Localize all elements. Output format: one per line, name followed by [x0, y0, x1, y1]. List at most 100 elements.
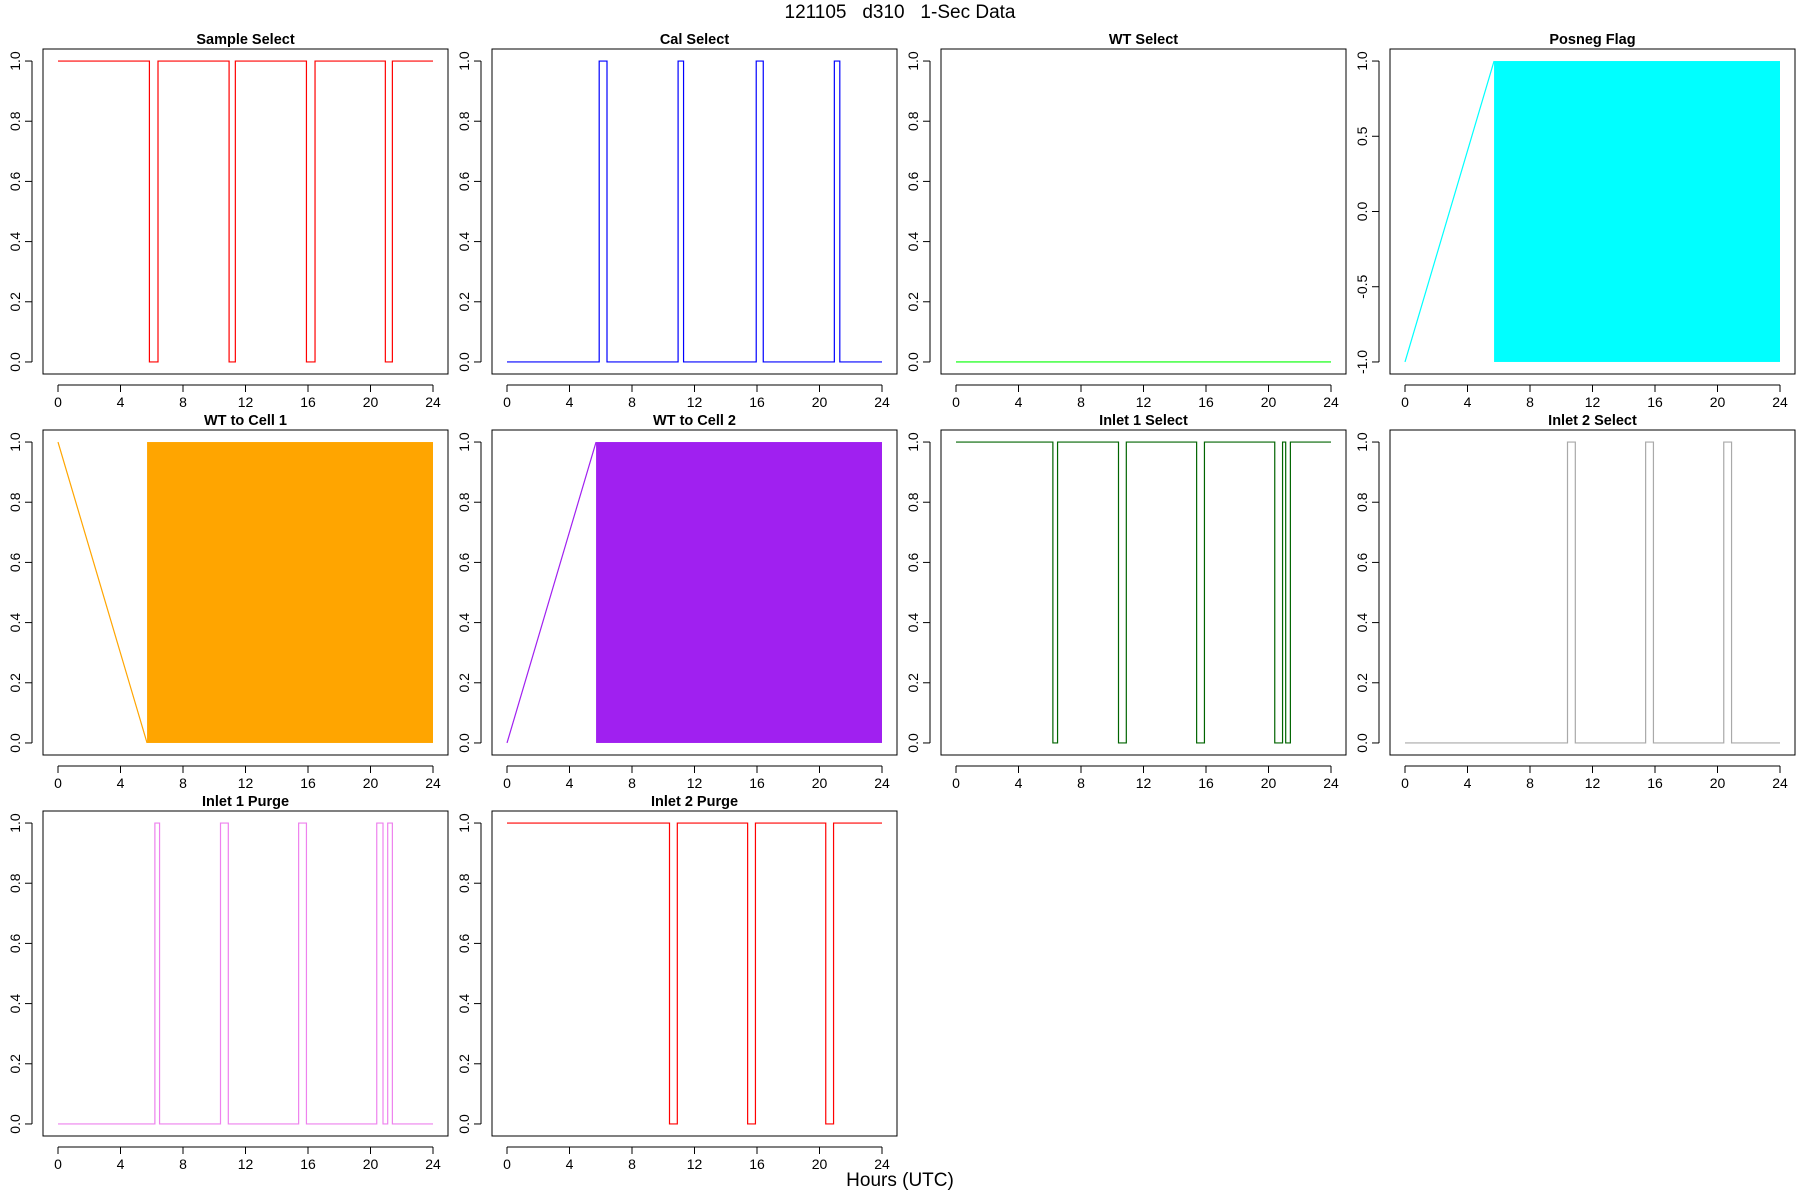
x-tick-label: 24	[874, 394, 890, 410]
panel-title: Inlet 2 Purge	[651, 794, 738, 810]
x-tick-label: 16	[300, 394, 316, 410]
y-tick-label: 1.0	[456, 51, 472, 71]
y-tick-label: 0.6	[456, 171, 472, 191]
panel-title: WT to Cell 1	[204, 413, 287, 429]
panel-4: Posneg Flag 0 4 8 12 16 20 24 -1.0 -0.5 0.0 0.5 1.0	[1354, 32, 1796, 410]
x-tick-label: 0	[1401, 775, 1409, 791]
x-tick-label: 0	[952, 775, 960, 791]
y-tick-label: 0.2	[7, 673, 23, 693]
y-tick-label: 0.4	[1354, 613, 1370, 633]
x-tick-label: 20	[1710, 394, 1726, 410]
x-tick-label: 20	[1710, 775, 1726, 791]
y-tick-label: 1.0	[456, 432, 472, 452]
y-axis: 0.0 0.2 0.4 0.6 0.8 1.0	[456, 432, 482, 753]
y-tick-label: 0.0	[456, 1114, 472, 1134]
x-tick-label: 12	[1136, 775, 1152, 791]
plot-frame	[1389, 48, 1796, 375]
x-tick-label: 24	[874, 1156, 890, 1172]
series-line	[506, 441, 597, 744]
y-tick-label: 0.6	[7, 933, 23, 953]
series-line	[58, 60, 433, 363]
y-tick-label: 0.8	[456, 492, 472, 512]
y-tick-label: 0.6	[7, 171, 23, 191]
y-tick-label: 0.2	[456, 1054, 472, 1074]
x-tick-label: 4	[1015, 394, 1023, 410]
series-line	[507, 60, 882, 363]
x-axis: 0 4 8 12 16 20 24	[1401, 765, 1788, 791]
x-tick-label: 16	[300, 1156, 316, 1172]
y-tick-label: 0.4	[456, 613, 472, 633]
y-tick-label: 0.8	[7, 492, 23, 512]
x-tick-label: 8	[1077, 394, 1085, 410]
y-tick-label: 0.6	[1354, 552, 1370, 572]
x-tick-label: 8	[1526, 775, 1534, 791]
y-tick-label: 0.0	[7, 733, 23, 753]
y-tick-label: 0.0	[905, 733, 921, 753]
panel-3: WT Select 0 4 8 12 16 20 24 0.0 0.2 0.4 0.6 0.8 1.0	[905, 32, 1347, 410]
filled-band	[1494, 61, 1780, 362]
panel-title: WT to Cell 2	[653, 413, 736, 429]
x-tick-label: 20	[812, 1156, 828, 1172]
x-tick-label: 16	[749, 775, 765, 791]
y-tick-label: 0.0	[456, 733, 472, 753]
plot-frame	[42, 810, 449, 1137]
y-tick-label: 0.0	[456, 352, 472, 372]
series-line	[58, 822, 433, 1125]
y-tick-label: 0.8	[905, 111, 921, 131]
x-tick-label: 20	[812, 775, 828, 791]
y-tick-label: 0.8	[456, 111, 472, 131]
x-tick-label: 16	[749, 1156, 765, 1172]
panel-10: Inlet 2 Purge 0 4 8 12 16 20 24 0.0 0.2 0.4 0.6 0.8 1…	[456, 794, 898, 1172]
y-tick-label: 0.4	[905, 613, 921, 633]
y-tick-label: 0.0	[7, 352, 23, 372]
x-tick-label: 16	[1198, 775, 1214, 791]
panel-5: WT to Cell 1 0 4 8 12 16 20 24 0.0 0.2 0.4 0.6 0.8 1.…	[7, 413, 449, 791]
x-tick-label: 24	[1772, 394, 1788, 410]
x-tick-label: 20	[1261, 775, 1277, 791]
y-tick-label: 1.0	[1354, 51, 1370, 71]
panel-2: Cal Select 0 4 8 12 16 20 24 0.0 0.2 0.4 0.6 0.8 1.0	[456, 32, 898, 410]
plot-frame	[940, 429, 1347, 756]
x-tick-label: 8	[628, 394, 636, 410]
series-line	[57, 441, 148, 744]
x-tick-label: 16	[749, 394, 765, 410]
figure-title: 121105 d310 1-Sec Data	[784, 2, 1016, 23]
x-axis: 0 4 8 12 16 20 24	[54, 384, 441, 410]
x-tick-label: 24	[1323, 394, 1339, 410]
x-tick-label: 24	[425, 775, 441, 791]
x-tick-label: 12	[238, 1156, 254, 1172]
x-axis: 0 4 8 12 16 20 24	[503, 1146, 890, 1172]
x-tick-label: 12	[238, 394, 254, 410]
y-tick-label: 1.0	[7, 432, 23, 452]
x-tick-label: 16	[300, 775, 316, 791]
y-tick-label: 0.6	[905, 171, 921, 191]
x-tick-label: 24	[874, 775, 890, 791]
x-tick-label: 20	[363, 394, 379, 410]
x-tick-label: 4	[117, 394, 125, 410]
x-tick-label: 8	[179, 394, 187, 410]
x-tick-label: 12	[1585, 775, 1601, 791]
x-tick-label: 8	[1077, 775, 1085, 791]
x-tick-label: 0	[54, 394, 62, 410]
panel-title: Inlet 1 Purge	[202, 794, 289, 810]
x-tick-label: 8	[1526, 394, 1534, 410]
x-tick-label: 4	[117, 1156, 125, 1172]
y-tick-label: 0.4	[905, 232, 921, 252]
filled-band	[147, 442, 433, 743]
y-tick-label: 0.2	[905, 292, 921, 312]
x-tick-label: 20	[363, 775, 379, 791]
filled-band	[596, 442, 882, 743]
x-tick-label: 8	[179, 1156, 187, 1172]
y-tick-label: 0.4	[7, 232, 23, 252]
y-tick-label: 0.4	[456, 232, 472, 252]
y-tick-label: 0.6	[905, 552, 921, 572]
y-tick-label: 0.2	[456, 673, 472, 693]
y-tick-label: 0.2	[7, 1054, 23, 1074]
x-tick-label: 8	[628, 1156, 636, 1172]
x-tick-label: 20	[1261, 394, 1277, 410]
x-tick-label: 20	[812, 394, 828, 410]
y-tick-label: 0.2	[905, 673, 921, 693]
x-tick-label: 4	[1464, 394, 1472, 410]
x-tick-label: 12	[687, 394, 703, 410]
plot-frame	[42, 48, 449, 375]
